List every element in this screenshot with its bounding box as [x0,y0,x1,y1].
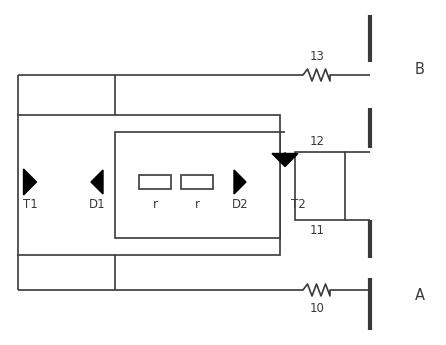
Text: T1: T1 [23,198,37,211]
Text: 11: 11 [310,224,325,237]
Bar [18,115,280,255]
Text: B: B [415,62,425,78]
Text: 10: 10 [310,302,325,315]
Polygon shape [234,170,246,194]
Bar [295,152,345,220]
Text: T2: T2 [291,198,306,211]
Text: D1: D1 [89,198,105,211]
Bar [181,175,213,189]
Text: r: r [153,198,157,211]
Text: D2: D2 [231,198,248,211]
Bar [115,132,280,238]
Text: A: A [415,287,425,303]
Text: 13: 13 [310,50,325,63]
Text: r: r [194,198,199,211]
Polygon shape [272,154,298,167]
Polygon shape [91,170,103,194]
Bar [139,175,171,189]
Text: 12: 12 [310,135,325,148]
Polygon shape [24,169,37,195]
